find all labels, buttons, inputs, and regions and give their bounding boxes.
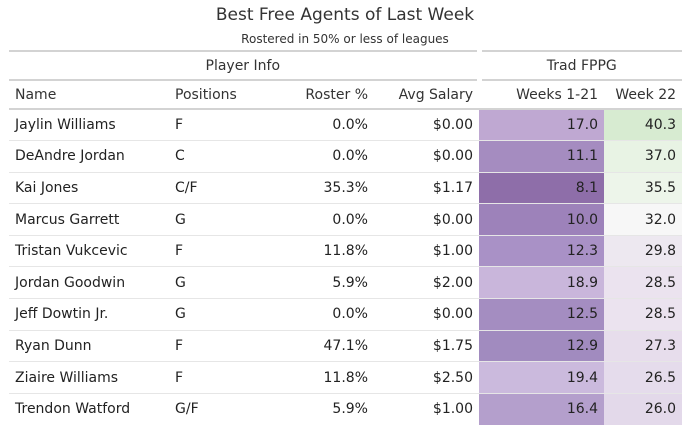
cell-roster-pct: 35.3% xyxy=(269,171,374,204)
free-agents-table: Player Info Trad FPPG Name Positions Ros… xyxy=(9,50,683,425)
cell-weeks-1-21: 12.5 xyxy=(479,298,605,331)
cell-week-22: 27.3 xyxy=(604,329,683,362)
table-row: Tristan Vukcevic F 11.8% $1.00 12.3 29.8 xyxy=(9,234,683,267)
cell-avg-salary: $2.50 xyxy=(374,361,480,394)
table-row: Ziaire Williams F 11.8% $2.50 19.4 26.5 xyxy=(9,361,683,394)
table-subtitle: Rostered in 50% or less of leagues xyxy=(241,32,449,46)
column-header-avg-salary: Avg Salary xyxy=(374,80,480,110)
cell-avg-salary: $1.75 xyxy=(374,329,480,362)
cell-name: Jeff Dowtin Jr. xyxy=(9,298,169,331)
table-row: Jordan Goodwin G 5.9% $2.00 18.9 28.5 xyxy=(9,266,683,299)
cell-roster-pct: 0.0% xyxy=(269,140,374,173)
cell-roster-pct: 0.0% xyxy=(269,298,374,331)
cell-positions: F xyxy=(169,234,269,267)
cell-week-22: 35.5 xyxy=(604,171,683,204)
column-header-positions: Positions xyxy=(169,80,269,110)
cell-weeks-1-21: 19.4 xyxy=(479,361,605,394)
cell-positions: F xyxy=(169,361,269,394)
cell-name: Tristan Vukcevic xyxy=(9,234,169,267)
cell-avg-salary: $0.00 xyxy=(374,298,480,331)
column-header-weeks-1-21: Weeks 1-21 xyxy=(479,80,605,110)
cell-name: Jordan Goodwin xyxy=(9,266,169,299)
column-header-roster-pct: Roster % xyxy=(269,80,374,110)
cell-roster-pct: 5.9% xyxy=(269,266,374,299)
cell-avg-salary: $1.00 xyxy=(374,392,480,425)
column-header-name: Name xyxy=(9,80,169,110)
cell-avg-salary: $2.00 xyxy=(374,266,480,299)
table-row: Kai Jones C/F 35.3% $1.17 8.1 35.5 xyxy=(9,171,683,204)
cell-roster-pct: 5.9% xyxy=(269,392,374,425)
table-row: Marcus Garrett G 0.0% $0.00 10.0 32.0 xyxy=(9,203,683,236)
cell-avg-salary: $1.17 xyxy=(374,171,480,204)
cell-week-22: 28.5 xyxy=(604,298,683,331)
cell-name: Kai Jones xyxy=(9,171,169,204)
cell-name: Jaylin Williams xyxy=(9,108,169,141)
cell-weeks-1-21: 16.4 xyxy=(479,392,605,425)
cell-positions: G/F xyxy=(169,392,269,425)
cell-week-22: 26.5 xyxy=(604,361,683,394)
cell-week-22: 40.3 xyxy=(604,108,683,141)
cell-weeks-1-21: 18.9 xyxy=(479,266,605,299)
cell-weeks-1-21: 10.0 xyxy=(479,203,605,236)
cell-week-22: 32.0 xyxy=(604,203,683,236)
cell-avg-salary: $0.00 xyxy=(374,140,480,173)
cell-name: Ziaire Williams xyxy=(9,361,169,394)
spanner-row: Player Info Trad FPPG xyxy=(9,51,683,81)
cell-weeks-1-21: 8.1 xyxy=(479,171,605,204)
cell-weeks-1-21: 17.0 xyxy=(479,108,605,141)
cell-week-22: 28.5 xyxy=(604,266,683,299)
cell-positions: G xyxy=(169,203,269,236)
column-header-week-22: Week 22 xyxy=(604,80,683,110)
column-header-row: Name Positions Roster % Avg Salary Weeks… xyxy=(9,80,683,110)
cell-positions: F xyxy=(169,329,269,362)
spanner-player-info: Player Info xyxy=(9,51,480,81)
cell-roster-pct: 0.0% xyxy=(269,203,374,236)
table-row: Ryan Dunn F 47.1% $1.75 12.9 27.3 xyxy=(9,329,683,362)
cell-name: DeAndre Jordan xyxy=(9,140,169,173)
cell-avg-salary: $1.00 xyxy=(374,234,480,267)
cell-positions: G xyxy=(169,298,269,331)
cell-avg-salary: $0.00 xyxy=(374,203,480,236)
table-row: Jeff Dowtin Jr. G 0.0% $0.00 12.5 28.5 xyxy=(9,298,683,331)
cell-positions: C/F xyxy=(169,171,269,204)
cell-name: Marcus Garrett xyxy=(9,203,169,236)
cell-roster-pct: 11.8% xyxy=(269,234,374,267)
spanner-trad-fppg: Trad FPPG xyxy=(476,51,683,81)
table-title: Best Free Agents of Last Week xyxy=(215,5,475,25)
cell-roster-pct: 0.0% xyxy=(269,108,374,141)
cell-positions: F xyxy=(169,108,269,141)
cell-roster-pct: 11.8% xyxy=(269,361,374,394)
cell-week-22: 37.0 xyxy=(604,140,683,173)
table-row: Trendon Watford G/F 5.9% $1.00 16.4 26.0 xyxy=(9,392,683,425)
cell-avg-salary: $0.00 xyxy=(374,108,480,141)
cell-weeks-1-21: 12.9 xyxy=(479,329,605,362)
cell-weeks-1-21: 12.3 xyxy=(479,234,605,267)
cell-roster-pct: 47.1% xyxy=(269,329,374,362)
cell-name: Ryan Dunn xyxy=(9,329,169,362)
cell-weeks-1-21: 11.1 xyxy=(479,140,605,173)
cell-week-22: 29.8 xyxy=(604,234,683,267)
cell-week-22: 26.0 xyxy=(604,392,683,425)
cell-positions: C xyxy=(169,140,269,173)
table-row: Jaylin Williams F 0.0% $0.00 17.0 40.3 xyxy=(9,108,683,141)
cell-positions: G xyxy=(169,266,269,299)
table-row: DeAndre Jordan C 0.0% $0.00 11.1 37.0 xyxy=(9,140,683,173)
cell-name: Trendon Watford xyxy=(9,392,169,425)
